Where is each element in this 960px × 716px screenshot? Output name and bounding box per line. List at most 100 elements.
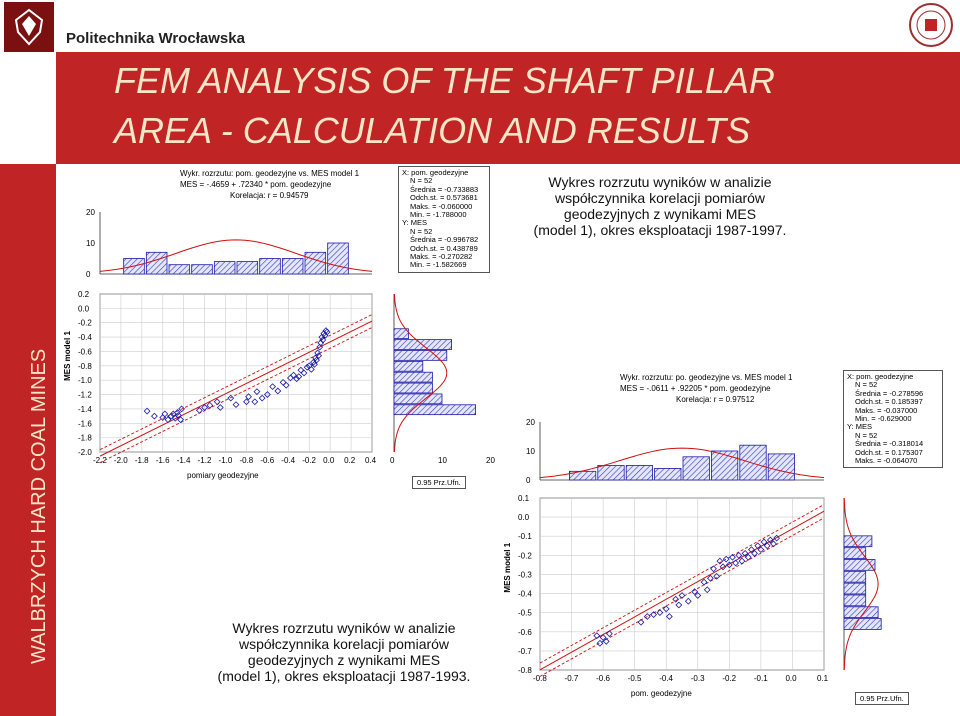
chart2-stats-box: X: pom. geodezyjne N = 52 Średnia = -0.278… xyxy=(843,370,943,469)
right-hist-tick-label: 0 xyxy=(390,456,395,465)
university-crest-icon xyxy=(4,2,54,52)
plot-frame xyxy=(99,293,373,453)
right-hist-bar xyxy=(843,559,876,571)
data-point xyxy=(741,550,749,557)
right-hist-bar xyxy=(393,328,409,340)
top-hist-bar xyxy=(145,251,168,275)
x-tick-label: -0.8 xyxy=(533,674,547,683)
data-point xyxy=(719,563,727,571)
stat-line: X: pom. geodezyjne xyxy=(847,372,914,381)
y-tick-label: -1.0 xyxy=(78,376,92,385)
data-point xyxy=(151,412,158,420)
stat-line: Średnia = -0.996782 xyxy=(410,235,479,245)
top-hist-bar xyxy=(597,465,625,481)
data-point xyxy=(174,409,181,416)
chart1-title: Wykr. rozrzutu: pom. geodezyjne vs. MES … xyxy=(180,169,360,178)
top-hist-bar xyxy=(767,453,796,481)
top-hist-tick-label: 0 xyxy=(526,476,531,485)
stat-line: Y: MES xyxy=(847,422,873,432)
confidence-band-line xyxy=(539,504,825,664)
confidence-band-line xyxy=(99,314,373,451)
stat-line: Odch.st. = 0.185397 xyxy=(855,397,923,407)
stat-line: Min. = -1.788000 xyxy=(410,210,467,220)
stat-line: Średnia = -0.278596 xyxy=(855,388,924,398)
caption-1987-1997: Wykres rozrzutu wyników w analizie współ… xyxy=(500,174,820,238)
university-seal-icon xyxy=(909,3,953,47)
data-point xyxy=(161,410,169,418)
chart2-equation: MES = -.0611 + .92205 * pom. geodezyjne xyxy=(620,384,771,393)
x-tick-label: -0.3 xyxy=(691,674,705,683)
right-hist-bar xyxy=(843,618,882,630)
data-point xyxy=(303,363,311,371)
data-point xyxy=(662,605,670,613)
y-tick-label: -0.4 xyxy=(518,590,532,599)
x-tick-label: -1.8 xyxy=(135,456,149,465)
data-point xyxy=(748,546,755,553)
chart2-confidence-label: 0.95 Prz.Ufn. xyxy=(855,692,909,705)
x-tick-label: -2.2 xyxy=(93,456,107,465)
chart1-correlation: Korelacja: r = 0.94579 xyxy=(230,191,309,200)
caption-line: współczynnika korelacji pomiarów xyxy=(238,636,450,652)
y-tick-label: -0.8 xyxy=(518,666,532,675)
top-hist-bar xyxy=(327,242,349,275)
y-tick-label: 0.0 xyxy=(518,513,530,522)
right-hist-normal-curve xyxy=(843,497,879,671)
stat-line: X: pom. geodezyjne xyxy=(402,168,469,177)
title-line-2: AREA - CALCULATION AND RESULTS xyxy=(114,110,751,151)
title-line-1: FEM ANALYSIS OF THE SHAFT PILLAR xyxy=(114,60,775,101)
data-point xyxy=(178,405,185,413)
caption-line: Wykres rozrzutu wyników w analizie xyxy=(548,174,772,190)
x-tick-label: -1.4 xyxy=(177,456,191,465)
data-point xyxy=(656,609,664,617)
y-axis-label: MES model 1 xyxy=(63,331,72,381)
data-point xyxy=(274,387,282,395)
y-tick-label: -2.0 xyxy=(78,448,92,457)
data-point xyxy=(606,630,613,638)
chart2-correlation: Korelacja: r = 0.97512 xyxy=(676,395,755,404)
data-point xyxy=(295,373,303,380)
top-hist-bar xyxy=(281,258,304,275)
y-tick-label: -0.6 xyxy=(518,628,532,637)
y-tick-label: -0.3 xyxy=(518,570,532,579)
y-tick-label: -1.2 xyxy=(78,391,92,400)
data-point xyxy=(760,538,768,546)
stat-line: N = 52 xyxy=(855,380,878,390)
data-point xyxy=(744,553,752,561)
x-tick-label: -0.1 xyxy=(754,674,768,683)
chart2-title: Wykr. rozrzutu: po. geodezyjne vs. MES m… xyxy=(620,373,793,382)
x-tick-label: 0.0 xyxy=(323,456,335,465)
data-point xyxy=(725,561,733,569)
data-point xyxy=(599,634,607,641)
data-point xyxy=(315,352,323,360)
x-tick-label: -1.0 xyxy=(219,456,233,465)
y-tick-label: -0.7 xyxy=(518,647,532,656)
chart1-equation: MES = -.4659 + .72340 * pom. geodezyjne xyxy=(180,180,332,189)
right-hist-bar xyxy=(843,606,879,619)
data-point xyxy=(722,555,730,563)
caption-line: (model 1), okres eksploatacji 1987-1997. xyxy=(533,222,787,238)
data-point xyxy=(282,381,290,389)
caption-line: współczynnika korelacji pomiarów xyxy=(554,190,766,206)
y-tick-label: -0.4 xyxy=(78,333,92,342)
data-point xyxy=(738,557,746,565)
data-point xyxy=(307,366,315,373)
data-point xyxy=(177,416,184,424)
y-tick-label: -1.4 xyxy=(78,405,92,414)
stat-line: Średnia = -0.733883 xyxy=(410,184,479,194)
x-tick-label: -0.6 xyxy=(596,674,610,683)
data-point xyxy=(245,393,252,401)
y-tick-label: -0.2 xyxy=(518,551,532,560)
x-tick-label: -2.0 xyxy=(114,456,128,465)
right-hist-bar xyxy=(843,582,867,595)
y-tick-label: -0.8 xyxy=(78,362,92,371)
data-point xyxy=(602,637,610,645)
chart1-stats-box: X: pom. geodezyjne N = 52 Średnia = -0.733… xyxy=(398,166,490,273)
university-name: Politechnika Wrocławska xyxy=(66,30,245,47)
top-hist-normal-curve xyxy=(99,239,373,272)
stat-line: N = 52 xyxy=(410,176,433,186)
x-tick-label: -0.7 xyxy=(565,674,579,683)
data-point xyxy=(637,618,645,626)
data-point xyxy=(167,412,175,420)
right-hist-normal-curve xyxy=(393,293,448,453)
chart1-confidence-label: 0.95 Prz.Ufn. xyxy=(412,476,466,489)
